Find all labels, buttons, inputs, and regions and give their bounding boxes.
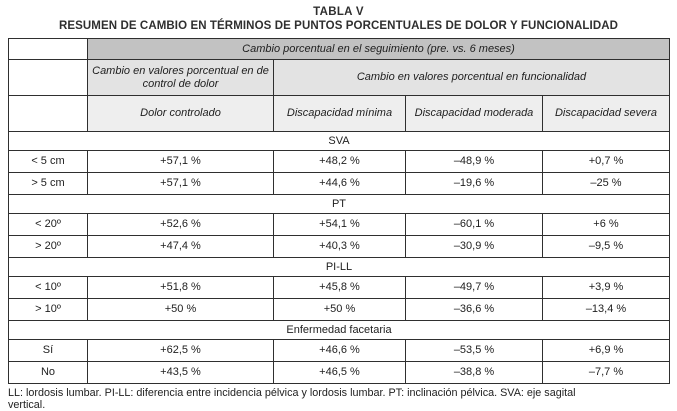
table-row: > 20º+47,4 %+40,3 %–30,9 %–9,5 % bbox=[9, 236, 670, 258]
table-subtitle: RESUMEN DE CAMBIO EN TÉRMINOS DE PUNTOS … bbox=[0, 19, 677, 33]
table-row: Sí+62,5 %+46,6 %–53,5 %+6,9 % bbox=[9, 340, 670, 362]
value-cell: +57,1 % bbox=[88, 173, 274, 195]
value-cell: +0,7 % bbox=[543, 151, 670, 173]
value-cell: +6 % bbox=[543, 214, 670, 236]
header-spacer bbox=[9, 60, 88, 96]
value-cell: +40,3 % bbox=[274, 236, 406, 258]
table-row: < 20º+52,6 %+54,1 %–60,1 %+6 % bbox=[9, 214, 670, 236]
value-cell: +3,9 % bbox=[543, 277, 670, 299]
value-cell: –9,5 % bbox=[543, 236, 670, 258]
value-cell: +44,6 % bbox=[274, 173, 406, 195]
value-cell: +43,5 % bbox=[88, 362, 274, 384]
header-spacer bbox=[9, 39, 88, 60]
section-header: PI-LL bbox=[9, 258, 670, 277]
row-label: < 10º bbox=[9, 277, 88, 299]
table-row: > 5 cm+57,1 %+44,6 %–19,6 %–25 % bbox=[9, 173, 670, 195]
header-followup: Cambio porcentual en el seguimiento (pre… bbox=[88, 39, 670, 60]
value-cell: +46,5 % bbox=[274, 362, 406, 384]
table-number-title: TABLA V bbox=[0, 5, 677, 19]
row-label: Sí bbox=[9, 340, 88, 362]
value-cell: –30,9 % bbox=[406, 236, 543, 258]
header-spacer bbox=[9, 96, 88, 132]
value-cell: –13,4 % bbox=[543, 299, 670, 321]
value-cell: +50 % bbox=[88, 299, 274, 321]
table-row: > 10º+50 %+50 %–36,6 %–13,4 % bbox=[9, 299, 670, 321]
section-header: PT bbox=[9, 195, 670, 214]
row-label: > 5 cm bbox=[9, 173, 88, 195]
column-header-disability-moderate: Discapacidad moderada bbox=[406, 96, 543, 132]
value-cell: –7,7 % bbox=[543, 362, 670, 384]
value-cell: +6,9 % bbox=[543, 340, 670, 362]
row-label: < 5 cm bbox=[9, 151, 88, 173]
row-label: > 20º bbox=[9, 236, 88, 258]
header-group-pain: Cambio en valores porcentual en de contr… bbox=[88, 60, 274, 96]
value-cell: +52,6 % bbox=[88, 214, 274, 236]
value-cell: +54,1 % bbox=[274, 214, 406, 236]
value-cell: –38,8 % bbox=[406, 362, 543, 384]
column-header-disability-minimal: Discapacidad mínima bbox=[274, 96, 406, 132]
value-cell: –49,7 % bbox=[406, 277, 543, 299]
row-label: > 10º bbox=[9, 299, 88, 321]
table-row: < 5 cm+57,1 %+48,2 %–48,9 %+0,7 % bbox=[9, 151, 670, 173]
value-cell: +46,6 % bbox=[274, 340, 406, 362]
value-cell: +48,2 % bbox=[274, 151, 406, 173]
value-cell: +57,1 % bbox=[88, 151, 274, 173]
value-cell: –36,6 % bbox=[406, 299, 543, 321]
value-cell: +51,8 % bbox=[88, 277, 274, 299]
column-header-pain-controlled: Dolor controlado bbox=[88, 96, 274, 132]
table-row: No+43,5 %+46,5 %–38,8 %–7,7 % bbox=[9, 362, 670, 384]
value-cell: +45,8 % bbox=[274, 277, 406, 299]
footnote-line: LL: lordosis lumbar. PI-LL: diferencia e… bbox=[8, 388, 608, 400]
row-label: < 20º bbox=[9, 214, 88, 236]
column-header-disability-severe: Discapacidad severa bbox=[543, 96, 670, 132]
footnote: LL: lordosis lumbar. PI-LL: diferencia e… bbox=[8, 388, 608, 411]
value-cell: +50 % bbox=[274, 299, 406, 321]
value-cell: –25 % bbox=[543, 173, 670, 195]
value-cell: +47,4 % bbox=[88, 236, 274, 258]
footnote-line: vertical. bbox=[8, 400, 608, 411]
value-cell: –19,6 % bbox=[406, 173, 543, 195]
row-label: No bbox=[9, 362, 88, 384]
section-header: Enfermedad facetaria bbox=[9, 321, 670, 340]
value-cell: +62,5 % bbox=[88, 340, 274, 362]
value-cell: –60,1 % bbox=[406, 214, 543, 236]
value-cell: –53,5 % bbox=[406, 340, 543, 362]
section-header: SVA bbox=[9, 132, 670, 151]
title-block: TABLA V RESUMEN DE CAMBIO EN TÉRMINOS DE… bbox=[0, 0, 677, 33]
value-cell: –48,9 % bbox=[406, 151, 543, 173]
summary-table: Cambio porcentual en el seguimiento (pre… bbox=[8, 38, 670, 384]
header-group-functionality: Cambio en valores porcentual en funciona… bbox=[274, 60, 670, 96]
table-row: < 10º+51,8 %+45,8 %–49,7 %+3,9 % bbox=[9, 277, 670, 299]
